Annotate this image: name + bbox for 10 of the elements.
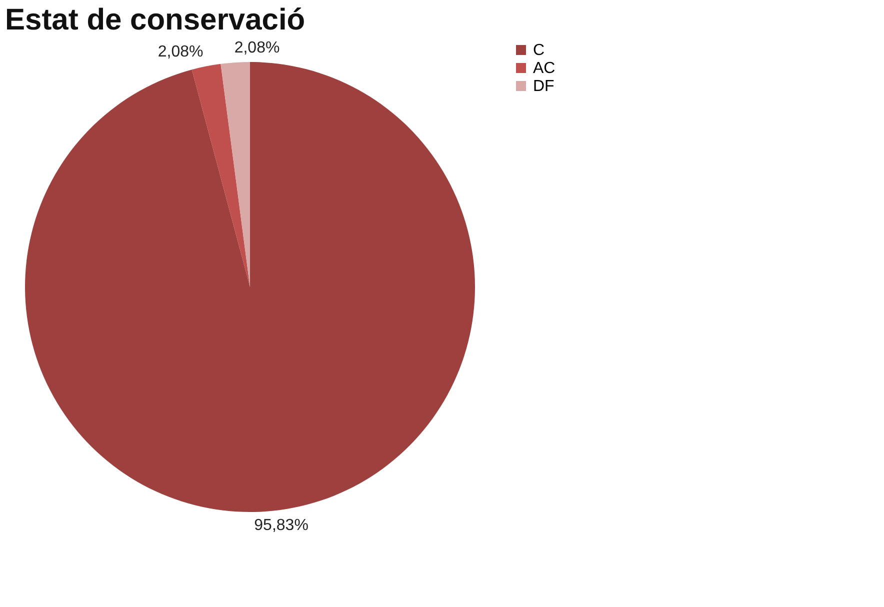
legend-label: DF [533, 78, 555, 95]
pie-slice [25, 62, 475, 512]
data-label: 2,08% [234, 40, 280, 57]
chart-title: Estat de conservació [5, 4, 306, 37]
pie-slice [192, 64, 250, 287]
data-label: 95,83% [254, 516, 308, 534]
legend-label: C [533, 42, 545, 59]
pie-slice [220, 62, 250, 287]
data-label: 2,08% [158, 44, 204, 61]
legend-label: AC [533, 60, 556, 77]
